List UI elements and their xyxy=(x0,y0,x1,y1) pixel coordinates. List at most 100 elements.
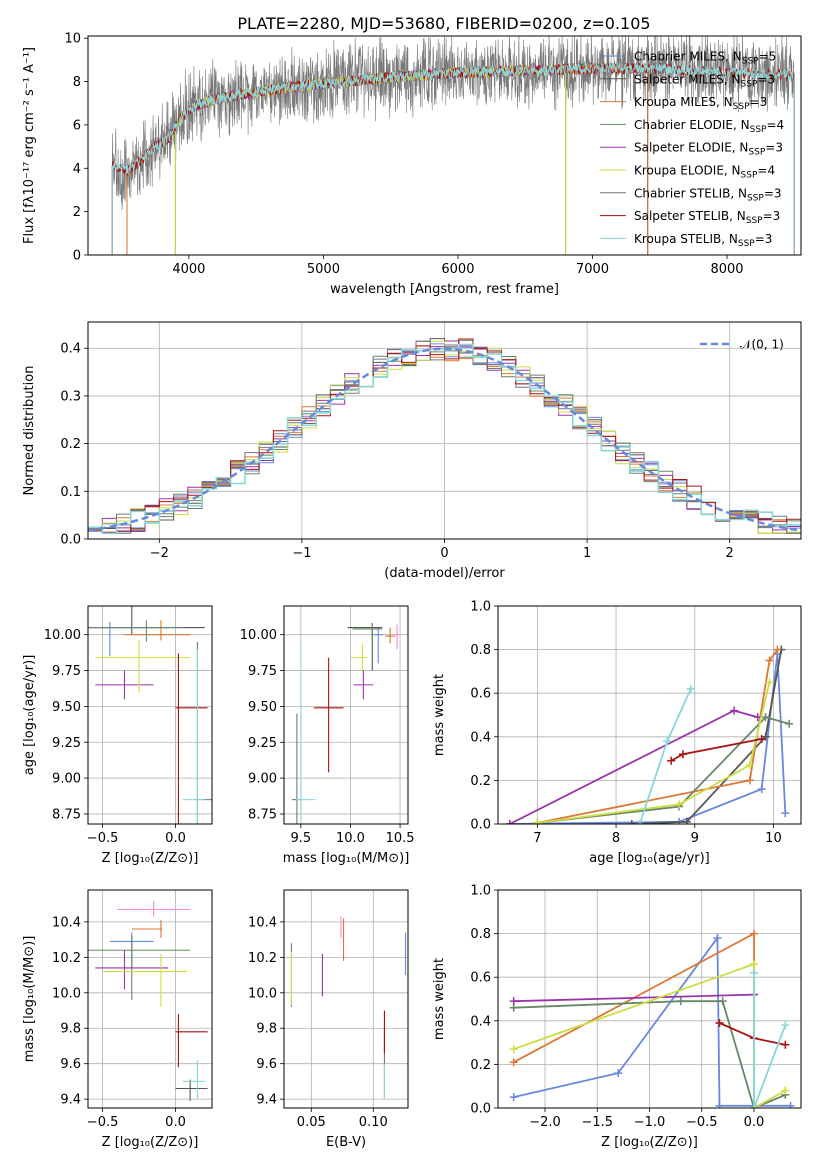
weight-marker xyxy=(718,997,727,1006)
y-tick-label: 10.2 xyxy=(248,951,277,966)
y-tick-label: 0.0 xyxy=(470,818,491,833)
weight-marker xyxy=(614,1069,623,1078)
weight-series-line xyxy=(513,993,755,1003)
y-tick-label: 9.4 xyxy=(256,1093,277,1108)
y-tick-label: 0.1 xyxy=(60,485,81,500)
errorbar-point xyxy=(353,670,374,700)
y-tick-label: 8.75 xyxy=(52,807,81,822)
x-tick-label: 9.5 xyxy=(291,831,312,846)
x-tick-label: −0.5 xyxy=(686,1115,718,1130)
weight-series-line xyxy=(753,972,787,1108)
weight-marker xyxy=(765,678,774,687)
weight-marker xyxy=(663,737,672,746)
weight-series-line xyxy=(631,649,783,824)
x-tick-label: 4000 xyxy=(172,262,205,277)
y-tick-label: 0.2 xyxy=(470,774,491,789)
weight-marker xyxy=(715,1018,724,1027)
x-tick-label: 0 xyxy=(440,546,448,561)
weight-marker xyxy=(745,761,754,770)
y-tick-label: 0.4 xyxy=(470,730,491,745)
weight-marker xyxy=(678,750,687,759)
weight-marker xyxy=(509,1045,518,1054)
x-tick-label: −2.0 xyxy=(529,1115,561,1130)
errorbar-point xyxy=(395,624,400,650)
errorbar-plot-area xyxy=(88,606,212,824)
normal-reference-curve xyxy=(88,347,801,532)
x-axis-label: (data-model)/error xyxy=(384,566,505,581)
weight-marker xyxy=(749,1104,758,1108)
y-tick-label: 9.25 xyxy=(52,736,81,751)
spectrum-plot-area xyxy=(111,36,795,255)
y-tick-label: 8.75 xyxy=(248,807,277,822)
residuals-plot-area xyxy=(88,338,801,535)
weight-marker xyxy=(675,800,684,809)
x-tick-label: 0.10 xyxy=(359,1115,388,1130)
y-tick-label: 0.6 xyxy=(470,971,491,986)
weight-marker xyxy=(757,734,766,743)
weight-marker xyxy=(533,818,542,824)
weight-marker xyxy=(765,656,774,665)
x-tick-label: −0.5 xyxy=(87,1115,119,1130)
spectrum-series-line xyxy=(111,36,795,210)
y-tick-label: 10.00 xyxy=(44,628,81,643)
weight-marker xyxy=(509,1093,518,1102)
errorbar-point xyxy=(102,953,188,1007)
errorbar-point xyxy=(347,623,383,671)
errorbar-point xyxy=(124,620,191,641)
y-axis-label: mass weight xyxy=(432,674,447,756)
y-tick-label: 6 xyxy=(73,118,81,133)
errorbar-point xyxy=(373,627,384,664)
y-tick-label: 0.6 xyxy=(470,687,491,702)
x-tick-label: 5000 xyxy=(307,262,340,277)
weight-marker xyxy=(667,756,676,765)
x-tick-label: 0.0 xyxy=(165,831,186,846)
residuals-panel: −2 −1 0 1 2 0.0 0.1 0.2 0.3 0.4 (data-model)/error… xyxy=(22,321,802,581)
errorbar-point xyxy=(131,920,163,938)
y-tick-label: 0.0 xyxy=(60,533,81,548)
y-tick-label: 10.2 xyxy=(52,951,81,966)
y-axis-label: age [log₁₀(age/yr)] xyxy=(22,655,37,776)
x-tick-label: 7000 xyxy=(576,262,609,277)
x-tick-label: 8000 xyxy=(710,262,743,277)
y-tick-label: 9.75 xyxy=(248,664,277,679)
axes-frame xyxy=(283,605,409,825)
axes-frame xyxy=(87,889,213,1109)
spectrum-legend: Chabrier MILES, NSSP=5 Salpeter MILES, NS… xyxy=(600,50,784,249)
errorbar-point xyxy=(385,627,396,644)
y-tick-label: 10.4 xyxy=(248,915,277,930)
weight-marker xyxy=(757,785,766,794)
weight-series-line xyxy=(513,935,791,1107)
axes-frame xyxy=(283,889,409,1109)
age-vs-Z-panel: −0.5 0.0 8.75 9.00 9.25 9.50 9.75 10.00 Z [log₁₀… xyxy=(22,605,213,866)
weight-series-line xyxy=(537,716,790,824)
x-tick-label: −0.5 xyxy=(87,831,119,846)
histogram-step-line xyxy=(88,340,801,534)
axes-frame xyxy=(497,605,802,825)
y-tick-label: 9.6 xyxy=(60,1057,81,1072)
y-tick-label: 9.8 xyxy=(256,1022,277,1037)
histogram-step-line xyxy=(88,338,801,533)
x-tick-label: 1 xyxy=(583,546,591,561)
legend-label: Kroupa MILES, NSSP=3 xyxy=(634,95,767,112)
figure-title: PLATE=2280, MJD=53680, FIBERID=0200, z=0… xyxy=(237,14,650,33)
weight-marker xyxy=(676,997,685,1006)
errorbar-point xyxy=(175,1014,208,1068)
x-tick-label: 7 xyxy=(533,831,541,846)
y-tick-label: 4 xyxy=(73,162,81,177)
x-axis-label: E(B-V) xyxy=(326,1135,366,1150)
x-tick-label: 0.05 xyxy=(297,1115,326,1130)
weight-marker xyxy=(505,820,514,824)
y-axis-label: mass weight xyxy=(432,958,447,1040)
y-tick-label: 9.50 xyxy=(52,700,81,715)
legend-label: Kroupa ELODIE, NSSP=4 xyxy=(634,164,775,181)
x-tick-label: −1.5 xyxy=(581,1115,613,1130)
x-tick-label: 0.0 xyxy=(165,1115,186,1130)
weight-marker xyxy=(781,809,790,818)
y-tick-label: 9.00 xyxy=(248,772,277,787)
weight-marker xyxy=(745,776,754,785)
legend-label: Salpeter MILES, NSSP=3 xyxy=(634,72,775,89)
weight-marker xyxy=(682,817,691,824)
legend-label: 𝒩(0, 1) xyxy=(740,338,784,352)
axes-frame xyxy=(87,605,213,825)
